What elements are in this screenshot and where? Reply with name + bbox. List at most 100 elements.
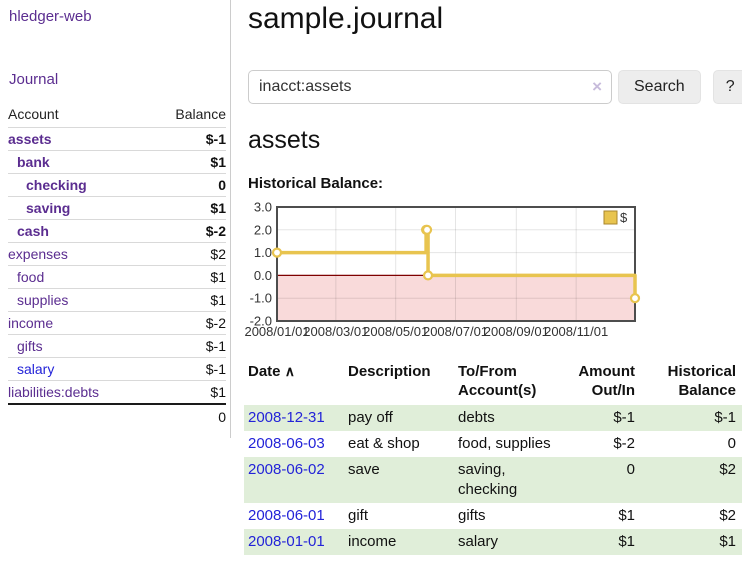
transaction-balance: $1 xyxy=(719,533,736,550)
svg-text:2008/05/01: 2008/05/01 xyxy=(363,324,428,339)
sidebar-account-expenses[interactable]: expenses xyxy=(8,246,68,262)
transaction-row: 2008-06-01 gift gifts $1 $2 xyxy=(244,503,742,529)
svg-text:0.0: 0.0 xyxy=(254,268,272,283)
app-title-link[interactable]: hledger-web xyxy=(9,8,92,25)
svg-text:-2.0: -2.0 xyxy=(250,314,272,329)
account-row: saving $1 xyxy=(8,196,226,220)
sidebar-account-liabilities-debts[interactable]: liabilities:debts xyxy=(8,384,100,400)
historical-balance-chart-svg: 3.0 2.0 1.0 0.0 -1.0 -2.02008/01/012008/03/01… xyxy=(244,200,641,339)
account-heading: assets xyxy=(248,126,321,154)
sidebar-account-checking[interactable]: checking xyxy=(26,177,87,193)
transaction-date-link[interactable]: 2008-12-31 xyxy=(248,409,325,426)
historical-balance-chart: 3.0 2.0 1.0 0.0 -1.0 -2.0 2008/01/01 2008/03/01… xyxy=(244,199,742,345)
accounts-total-value: 0 xyxy=(148,403,226,429)
sidebar-account-salary[interactable]: salary xyxy=(17,361,55,377)
sidebar-account-bank[interactable]: bank xyxy=(17,154,50,170)
transaction-description: gift xyxy=(348,507,369,524)
svg-text:2008/11/01: 2008/11/01 xyxy=(544,324,608,339)
account-balance: $-2 xyxy=(148,219,226,243)
accounts-header-balance: Balance xyxy=(175,106,226,122)
transactions-header-date[interactable]: Date ∧ xyxy=(248,363,295,380)
chart-title: Historical Balance: xyxy=(248,175,384,192)
transaction-accounts: food, supplies xyxy=(458,435,551,452)
accounts-total-spacer xyxy=(8,403,149,429)
svg-text:2008/01/01: 2008/01/01 xyxy=(244,324,309,339)
transaction-amount: $1 xyxy=(618,507,635,524)
main-content: sample.journal × Search ? assets Histori… xyxy=(244,0,742,582)
account-balance: $-1 xyxy=(148,357,226,381)
search-button[interactable]: Search xyxy=(618,70,701,104)
account-row: food $1 xyxy=(8,265,226,289)
help-button[interactable]: ? xyxy=(712,70,742,104)
transactions-header-balance: Historical Balance xyxy=(667,363,736,399)
sidebar-account-income[interactable]: income xyxy=(8,315,54,331)
transaction-date-link[interactable]: 2008-06-01 xyxy=(248,507,325,524)
account-row: salary $-1 xyxy=(8,357,226,381)
account-balance: $2 xyxy=(148,242,226,266)
legend-label: $ xyxy=(620,210,628,225)
transaction-row: 2008-06-03 eat & shop food, supplies $-2 0 xyxy=(244,431,742,457)
legend-swatch xyxy=(603,210,618,225)
svg-text:2008/09/01: 2008/09/01 xyxy=(484,324,549,339)
svg-text:1.0: 1.0 xyxy=(254,245,272,260)
svg-text:2.0: 2.0 xyxy=(254,222,272,237)
transaction-amount: 0 xyxy=(626,461,635,478)
account-row: checking 0 xyxy=(8,173,226,197)
transaction-balance: $2 xyxy=(719,507,736,524)
sidebar-account-saving[interactable]: saving xyxy=(26,200,71,216)
account-balance: $1 xyxy=(148,196,226,220)
account-balance: 0 xyxy=(148,173,226,197)
accounts-table: Account Balance assets $-1 bank $1 checking 0… xyxy=(8,102,226,429)
account-row: income $-2 xyxy=(8,311,226,335)
account-balance: $1 xyxy=(148,380,226,404)
account-row: cash $-2 xyxy=(8,219,226,243)
search-input[interactable] xyxy=(248,70,612,104)
account-row: supplies $1 xyxy=(8,288,226,312)
transaction-description: pay off xyxy=(348,409,393,426)
transaction-description: save xyxy=(348,461,380,478)
transaction-date-link[interactable]: 2008-06-03 xyxy=(248,435,325,452)
transaction-amount: $-1 xyxy=(613,409,635,426)
sidebar-account-supplies[interactable]: supplies xyxy=(17,292,69,308)
account-balance: $1 xyxy=(148,265,226,289)
sidebar-account-cash[interactable]: cash xyxy=(17,223,49,239)
transactions-header-row: Date ∧ Description To/From Account(s) Am… xyxy=(244,360,742,405)
clear-search-icon[interactable]: × xyxy=(592,77,602,96)
search-row: × Search ? xyxy=(248,70,742,104)
search-box: × xyxy=(248,70,612,104)
transaction-balance: $2 xyxy=(719,461,736,478)
transaction-row: 2008-06-02 save saving, checking 0 $2 xyxy=(244,457,742,503)
sidebar-account-assets[interactable]: assets xyxy=(8,131,52,147)
transactions-header-description: Description xyxy=(348,363,431,380)
account-balance: $-2 xyxy=(148,311,226,335)
sidebar-item-journal[interactable]: Journal xyxy=(9,71,59,88)
transaction-date-link[interactable]: 2008-01-01 xyxy=(248,533,325,550)
svg-text:2008/07/01: 2008/07/01 xyxy=(423,324,488,339)
transaction-description: eat & shop xyxy=(348,435,420,452)
account-row: expenses $2 xyxy=(8,242,226,266)
accounts-total-row: 0 xyxy=(8,403,226,429)
transactions-header-accounts: To/From Account(s) xyxy=(458,363,537,399)
sidebar-account-gifts[interactable]: gifts xyxy=(17,338,43,354)
transaction-row: 2008-01-01 income salary $1 $1 xyxy=(244,529,742,555)
transaction-amount: $1 xyxy=(618,533,635,550)
account-balance: $-1 xyxy=(148,334,226,358)
svg-text:-1.0: -1.0 xyxy=(250,291,272,306)
account-row: gifts $-1 xyxy=(8,334,226,358)
account-row: assets $-1 xyxy=(8,127,226,151)
accounts-header-row: Account Balance xyxy=(8,102,226,128)
sidebar: hledger-web Journal Account Balance asse… xyxy=(0,0,231,438)
sidebar-account-food[interactable]: food xyxy=(17,269,45,285)
transaction-amount: $-2 xyxy=(613,435,635,452)
transaction-accounts: saving, checking xyxy=(458,461,518,498)
transaction-accounts: debts xyxy=(458,409,495,426)
transactions-header-amount: Amount Out/In xyxy=(578,363,635,399)
transaction-date-link[interactable]: 2008-06-02 xyxy=(248,461,325,478)
transaction-accounts: salary xyxy=(458,533,499,550)
account-row: liabilities:debts $1 xyxy=(8,380,226,404)
account-balance: $1 xyxy=(148,150,226,174)
transaction-accounts: gifts xyxy=(458,507,486,524)
svg-text:2008/03/01: 2008/03/01 xyxy=(303,324,368,339)
account-row: bank $1 xyxy=(8,150,226,174)
svg-text:3.0: 3.0 xyxy=(254,200,272,215)
